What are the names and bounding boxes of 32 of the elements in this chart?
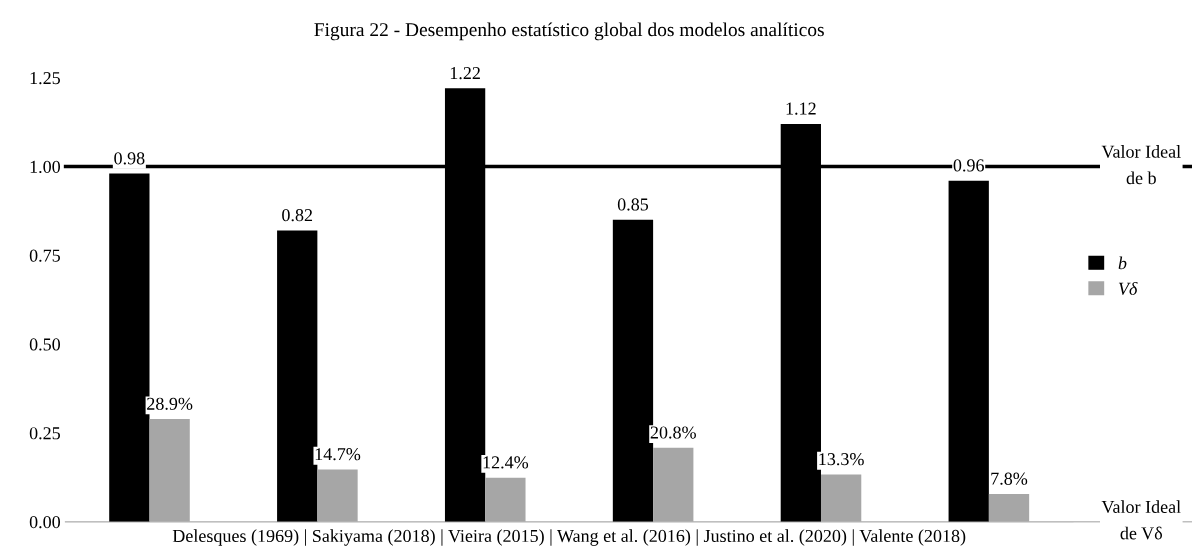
data-label: 7.8% xyxy=(991,472,1028,485)
data-label: 12.4% xyxy=(483,456,529,469)
data-label: 1.12 xyxy=(786,102,816,115)
bar xyxy=(149,419,190,522)
data-label: 14.7% xyxy=(315,448,361,461)
data-label: 0.96 xyxy=(953,159,984,172)
data-label: 13.3% xyxy=(819,453,864,466)
data-label: 1.22 xyxy=(450,67,480,80)
data-label: 0.85 xyxy=(617,198,649,211)
bar xyxy=(988,493,1030,522)
legend-label: Vδ xyxy=(1118,282,1138,295)
chart-title: Figura 22 - Desempenho estatístico global dos modelos analíticos xyxy=(314,22,824,41)
ref-line-label: Valor Ideal de b xyxy=(1101,145,1181,185)
bar xyxy=(317,469,358,522)
y-tick-label: 0.25 xyxy=(29,427,60,440)
ref-line-label: Valor Ideal de Vδ xyxy=(1101,500,1181,540)
bar xyxy=(277,230,318,522)
y-tick-label: 1.00 xyxy=(30,160,61,174)
legend-label: b xyxy=(1118,256,1127,270)
y-tick-label: 0.75 xyxy=(29,249,60,262)
bar xyxy=(485,477,526,522)
bar xyxy=(653,447,694,522)
data-label: 28.9% xyxy=(147,397,193,410)
y-tick-label: 0.00 xyxy=(29,515,61,529)
y-tick-label: 0.50 xyxy=(29,338,61,351)
data-label: 20.8% xyxy=(650,426,696,439)
data-label: 0.82 xyxy=(282,209,313,222)
x-axis-title: Delesques (1969) | Sakiyama (2018) | Vieira (2015) | Wang et al. (2016) | Justino et al. (2020) | Valente (2018) xyxy=(172,529,966,546)
data-label: 0.98 xyxy=(114,152,145,165)
bar xyxy=(820,474,862,522)
bar xyxy=(948,180,989,522)
y-tick-label: 1.25 xyxy=(30,72,60,85)
